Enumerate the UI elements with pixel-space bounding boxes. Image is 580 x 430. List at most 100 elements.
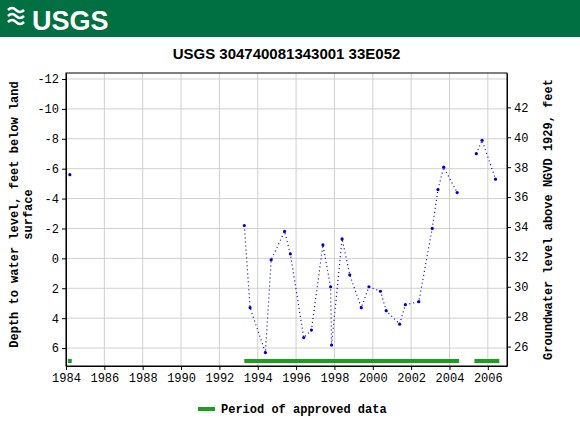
tick-mark xyxy=(334,366,335,370)
series-point xyxy=(360,306,363,309)
tick-mark xyxy=(66,366,67,370)
tick-mark xyxy=(143,366,144,370)
grid-line-y xyxy=(66,78,507,79)
tick: -8 xyxy=(45,133,66,147)
logo-wave xyxy=(8,20,24,24)
grid-line-x xyxy=(449,73,450,366)
tick: 1994 xyxy=(244,366,273,386)
series-point xyxy=(289,252,292,255)
tick-label: -6 xyxy=(45,163,59,177)
tick: -12 xyxy=(37,73,66,87)
series-point xyxy=(442,166,445,169)
tick-mark xyxy=(507,347,511,348)
axis-line xyxy=(66,74,67,367)
grid-line-x xyxy=(411,73,412,366)
tick: 1988 xyxy=(129,366,158,386)
series-line xyxy=(70,140,496,352)
tick-label: 36 xyxy=(514,191,528,205)
legend-swatch xyxy=(198,407,215,411)
grid-line-x xyxy=(334,73,335,366)
tick: 30 xyxy=(507,281,528,295)
tick-label: 40 xyxy=(514,132,528,146)
tick-mark xyxy=(62,139,66,140)
tick-label: 1996 xyxy=(282,372,311,386)
tick-mark xyxy=(181,366,182,370)
tick: 2004 xyxy=(436,366,465,386)
tick-mark xyxy=(258,366,259,370)
tick-mark xyxy=(449,366,450,370)
grid-line-x xyxy=(487,73,488,366)
y2-axis: 262830323436384042 xyxy=(507,74,528,367)
tick-label: 28 xyxy=(514,311,528,325)
tick-mark xyxy=(507,137,511,138)
tick-mark xyxy=(219,366,220,370)
tick: 32 xyxy=(507,251,528,265)
tick-label: 1990 xyxy=(167,372,196,386)
grid-line-y xyxy=(66,198,507,199)
tick: 40 xyxy=(507,132,528,146)
series-point xyxy=(385,309,388,312)
series-point xyxy=(436,188,439,191)
grid-line-x xyxy=(181,73,182,366)
y-axis: -12-10-8-6-4-20246 xyxy=(37,73,66,366)
tick: 42 xyxy=(507,102,528,116)
plot-area xyxy=(68,139,499,363)
series-point xyxy=(475,152,478,155)
tick-label: 2000 xyxy=(359,372,388,386)
tick-label: 1986 xyxy=(90,372,119,386)
tick-mark xyxy=(62,228,66,229)
series-point xyxy=(417,300,420,303)
tick-mark xyxy=(62,199,66,200)
series-point xyxy=(348,273,351,276)
series-point xyxy=(270,258,273,261)
logo-text: USGS xyxy=(32,6,109,36)
y-axis-title: Depth to water level, feet below landsur… xyxy=(8,81,36,347)
tick: 28 xyxy=(507,311,528,325)
grid-line-x xyxy=(142,73,143,366)
tick-mark xyxy=(296,366,297,370)
tick: 1996 xyxy=(282,366,311,386)
tick-mark xyxy=(411,366,412,370)
tick-label: 26 xyxy=(514,341,528,355)
tick-label: -4 xyxy=(45,193,59,207)
series-point xyxy=(379,290,382,293)
series-point xyxy=(68,173,71,176)
header-banner xyxy=(0,0,580,37)
tick-label: 30 xyxy=(514,281,528,295)
series-point xyxy=(404,303,407,306)
series-point xyxy=(341,237,344,240)
grid-line-y xyxy=(66,138,507,139)
tick-mark xyxy=(62,348,66,349)
tick-label: 1988 xyxy=(129,372,158,386)
tick-label: 1984 xyxy=(52,372,81,386)
grid-line-y xyxy=(66,318,507,319)
y2-axis-title: Groundwater level above NGVD 1929, feet xyxy=(542,79,556,360)
series-point xyxy=(329,285,332,288)
tick-label: 6 xyxy=(52,342,59,356)
tick: -6 xyxy=(45,163,66,177)
series-point xyxy=(431,227,434,230)
tick-label: 1998 xyxy=(321,372,350,386)
chart-title: USGS 304740081343001 33E052 xyxy=(173,45,401,62)
axis-line xyxy=(507,74,508,367)
series-point xyxy=(321,243,324,246)
legend-label: Period of approved data xyxy=(221,403,387,417)
tick-label: 32 xyxy=(514,251,528,265)
tick: 1986 xyxy=(90,366,119,386)
series-point xyxy=(310,329,313,332)
tick: 38 xyxy=(507,162,528,176)
series-point xyxy=(456,191,459,194)
series-point xyxy=(243,224,246,227)
grid-line-x xyxy=(257,73,258,366)
tick: 1998 xyxy=(321,366,350,386)
grid-line-y xyxy=(66,258,507,259)
logo-wave xyxy=(8,14,24,18)
approved-period-bar xyxy=(68,359,72,363)
tick-mark xyxy=(507,287,511,288)
tick: 0 xyxy=(52,253,66,267)
logo-waves xyxy=(8,8,24,24)
tick-mark xyxy=(62,109,66,110)
tick-mark xyxy=(373,366,374,370)
approved-period-bar xyxy=(244,359,459,363)
tick: 1990 xyxy=(167,366,196,386)
